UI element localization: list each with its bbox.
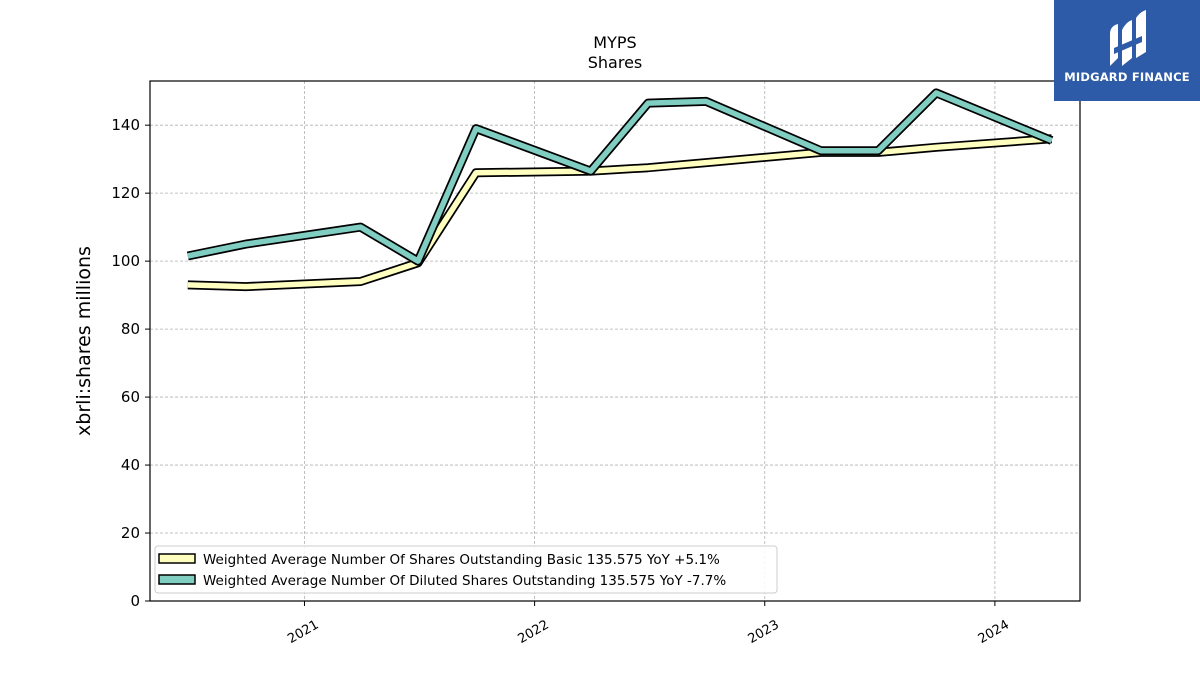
- series-line-1: [187, 136, 1052, 290]
- y-tick-label: 0: [130, 592, 140, 610]
- y-tick-label: 40: [121, 456, 140, 474]
- legend: Weighted Average Number Of Shares Outsta…: [154, 545, 778, 594]
- y-tick-label: 100: [111, 252, 140, 270]
- legend-label: Weighted Average Number Of Shares Outsta…: [203, 552, 720, 568]
- y-axis-label: xbrli:shares millions: [73, 246, 95, 436]
- plot-frame: [149, 80, 1081, 602]
- logo-mark-icon: [1110, 10, 1146, 66]
- legend-label: Weighted Average Number Of Diluted Share…: [203, 573, 726, 589]
- x-tick-label: 2022: [515, 617, 551, 647]
- series-group: [186, 88, 1054, 292]
- legend-box: [154, 545, 778, 594]
- logo-text: MIDGARD FINANCE: [1064, 70, 1190, 84]
- chart-subtitle: Shares: [588, 53, 643, 72]
- legend-swatch: [158, 553, 196, 564]
- midgard-finance-logo: MIDGARD FINANCE: [1054, 0, 1200, 101]
- series-line-2: [187, 90, 1053, 264]
- y-tick-label: 20: [121, 524, 140, 542]
- y-tick-label: 120: [111, 184, 140, 202]
- x-tick-label: 2024: [976, 617, 1012, 647]
- chart-title: MYPS: [593, 33, 636, 52]
- y-tick-label: 140: [111, 116, 140, 134]
- legend-swatch: [158, 574, 196, 585]
- x-axis: 2021 2022 2023 2024: [285, 601, 1012, 647]
- y-tick-label: 80: [121, 320, 140, 338]
- series-outline-1: [187, 134, 1052, 292]
- y-axis: 0 20 40 60 80 100 120 140: [111, 116, 150, 610]
- x-tick-label: 2023: [746, 617, 782, 647]
- y-tick-label: 60: [121, 388, 140, 406]
- grid: [150, 81, 1080, 602]
- x-tick-label: 2021: [285, 617, 321, 647]
